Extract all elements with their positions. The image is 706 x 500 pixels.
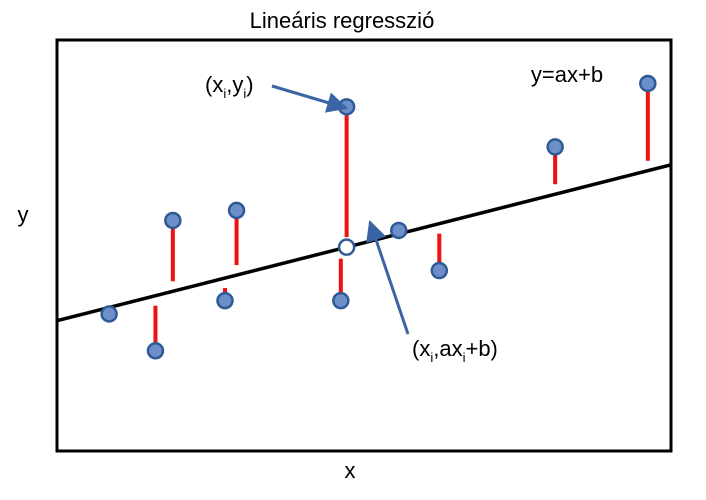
data-point xyxy=(227,201,246,220)
observed-label-close: ) xyxy=(246,72,253,97)
data-point xyxy=(100,305,118,323)
observed-label-sub-i: i xyxy=(223,86,226,101)
observed-label-open: (x xyxy=(205,72,223,97)
y-axis-label: y xyxy=(18,202,29,227)
data-point xyxy=(639,74,657,93)
fitted-point-label: (xi,axi+b) xyxy=(412,336,498,365)
fitted-label-open: (x xyxy=(412,336,430,361)
chart-title: Lineáris regresszió xyxy=(250,8,435,33)
data-point xyxy=(332,291,350,310)
fitted-label-mid: ,ax xyxy=(433,336,462,361)
fitted-label-close: +b) xyxy=(465,336,497,361)
x-axis-label: x xyxy=(345,458,356,483)
fitted-point xyxy=(337,238,356,256)
regression-line-label: y=ax+b xyxy=(531,62,603,87)
residual-segments xyxy=(153,91,650,343)
data-point xyxy=(430,261,449,280)
fitted-arrow xyxy=(366,220,410,335)
data-points xyxy=(100,74,657,360)
fitted-label-sub-i: i xyxy=(430,350,433,365)
observed-point-label: (xi,yi) xyxy=(205,72,254,101)
data-point xyxy=(146,342,165,360)
observed-label-sub-i-2: i xyxy=(243,86,246,101)
data-point xyxy=(164,211,182,230)
fitted-point-group xyxy=(337,238,356,256)
observed-arrow xyxy=(271,84,349,113)
data-point xyxy=(390,221,408,240)
observed-label-mid: ,y xyxy=(226,72,243,97)
data-point xyxy=(546,138,564,156)
data-point xyxy=(216,291,234,310)
regression-line-group xyxy=(56,163,672,323)
plot-frame xyxy=(55,38,673,453)
fitted-label-sub-i-2: i xyxy=(463,350,466,365)
regression-line xyxy=(56,163,672,323)
